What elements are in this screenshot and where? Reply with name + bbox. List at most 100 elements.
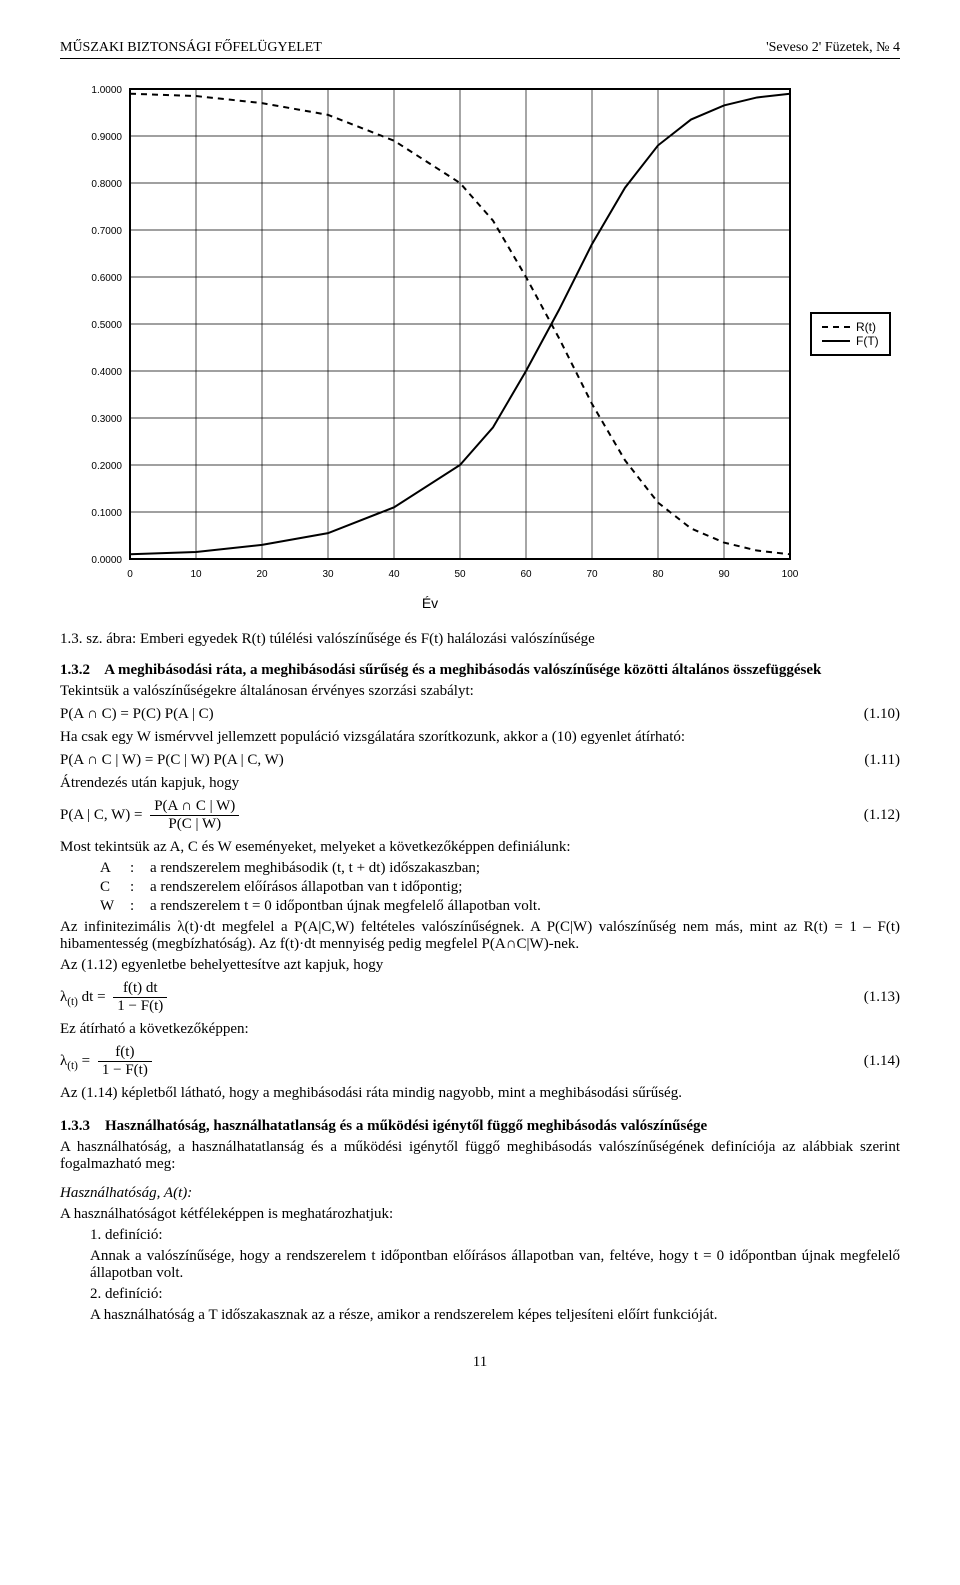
equation-113: λ(t) dt = f(t) dt 1 − F(t) (1.13) xyxy=(60,980,900,1015)
svg-text:0.5000: 0.5000 xyxy=(91,320,122,331)
section-132-num: 1.3.2 xyxy=(60,662,90,678)
legend-swatch-solid xyxy=(822,340,850,342)
p-132-6: Az (1.12) egyenletbe behelyettesítve azt… xyxy=(60,957,900,974)
svg-text:70: 70 xyxy=(586,569,598,580)
def-C-sym: C xyxy=(100,879,130,896)
eq-112-den: P(C | W) xyxy=(150,816,239,833)
def1-text: Annak a valószínűsége, hogy a rendszerel… xyxy=(90,1248,900,1282)
def2-label: 2. definíció: xyxy=(90,1286,900,1303)
def2-text: A használhatóság a T időszakasznak az a … xyxy=(90,1307,900,1324)
svg-text:0.0000: 0.0000 xyxy=(91,555,122,566)
def-A-colon: : xyxy=(130,860,150,877)
legend-swatch-dashed xyxy=(822,326,850,328)
svg-text:100: 100 xyxy=(782,569,799,580)
svg-text:0.2000: 0.2000 xyxy=(91,461,122,472)
eq-114-sub: (t) xyxy=(67,1060,78,1072)
section-132-title: A meghibásodási ráta, a meghibásodási sű… xyxy=(104,662,821,678)
caption-prefix: 1.3. sz. ábra: xyxy=(60,631,140,647)
svg-text:0.3000: 0.3000 xyxy=(91,414,122,425)
eq-114-mid: = xyxy=(78,1053,90,1069)
eq-114-number: (1.14) xyxy=(864,1053,900,1070)
eq-112-num: P(A ∩ C | W) xyxy=(150,798,239,816)
chart-legend: R(t) F(T) xyxy=(810,312,891,356)
p-132-4: Most tekintsük az A, C és W eseményeket,… xyxy=(60,839,900,856)
figure-caption: 1.3. sz. ábra: Emberi egyedek R(t) túlél… xyxy=(60,631,900,648)
eq-112-frac: P(A ∩ C | W) P(C | W) xyxy=(150,798,239,833)
p-132-7: Ez átírható a következőképpen: xyxy=(60,1021,900,1038)
svg-text:0.8000: 0.8000 xyxy=(91,179,122,190)
eq-113-body: λ(t) dt = f(t) dt 1 − F(t) xyxy=(60,980,171,1015)
section-132-heading: 1.3.2 A meghibásodási ráta, a meghibásod… xyxy=(60,662,900,679)
eq-110-text: P(A ∩ C) = P(C) P(A | C) xyxy=(60,706,214,723)
p-132-3: Átrendezés után kapjuk, hogy xyxy=(60,775,900,792)
def-W-text: a rendszerelem t = 0 időpontban újnak me… xyxy=(150,898,541,915)
svg-text:0.7000: 0.7000 xyxy=(91,226,122,237)
svg-text:0: 0 xyxy=(127,569,133,580)
availability-heading: Használhatóság, A(t): xyxy=(60,1185,900,1202)
equation-110: P(A ∩ C) = P(C) P(A | C) (1.10) xyxy=(60,706,900,723)
svg-text:0.6000: 0.6000 xyxy=(91,273,122,284)
eq-113-sub: (t) xyxy=(67,996,78,1008)
def-W-sym: W xyxy=(100,898,130,915)
svg-text:20: 20 xyxy=(256,569,268,580)
svg-text:0.1000: 0.1000 xyxy=(91,508,122,519)
svg-text:30: 30 xyxy=(322,569,334,580)
eq-110-num: (1.10) xyxy=(864,706,900,723)
eq-114-frac: f(t) 1 − F(t) xyxy=(98,1044,152,1079)
equation-111: P(A ∩ C | W) = P(C | W) P(A | C, W) (1.1… xyxy=(60,752,900,769)
event-definitions: A : a rendszerelem meghibásodik (t, t + … xyxy=(100,860,900,915)
svg-text:90: 90 xyxy=(718,569,730,580)
header-right: 'Seveso 2' Füzetek, № 4 xyxy=(766,40,900,56)
def1-label: 1. definíció: xyxy=(90,1227,900,1244)
legend-label-r: R(t) xyxy=(856,320,876,334)
svg-text:80: 80 xyxy=(652,569,664,580)
def-W-colon: : xyxy=(130,898,150,915)
svg-text:60: 60 xyxy=(520,569,532,580)
eq-113-denfrac: 1 − F(t) xyxy=(113,998,167,1015)
eq-113-frac: f(t) dt 1 − F(t) xyxy=(113,980,167,1015)
eq-114-body: λ(t) = f(t) 1 − F(t) xyxy=(60,1044,156,1079)
eq-112-lhs: P(A | C, W) = xyxy=(60,807,142,823)
caption-text: Emberi egyedek R(t) túlélési valószínűsé… xyxy=(140,631,595,647)
header-left: MŰSZAKI BIZTONSÁGI FŐFELÜGYELET xyxy=(60,40,322,56)
p-133-1: A használhatóság, a használhatatlanság é… xyxy=(60,1139,900,1173)
def-A-text: a rendszerelem meghibásodik (t, t + dt) … xyxy=(150,860,480,877)
legend-item-r: R(t) xyxy=(822,320,879,334)
p-132-5: Az infinitezimális λ(t)·dt megfelel a P(… xyxy=(60,919,900,953)
survival-chart-container: 0.0000 0.1000 0.2000 0.3000 0.4000 0.5000 0.60… xyxy=(60,79,900,589)
page-number: 11 xyxy=(60,1354,900,1371)
p-132-1: Tekintsük a valószínűségekre általánosan… xyxy=(60,683,900,700)
eq-114-denfrac: 1 − F(t) xyxy=(98,1062,152,1079)
equation-112: P(A | C, W) = P(A ∩ C | W) P(C | W) (1.1… xyxy=(60,798,900,833)
page-header: MŰSZAKI BIZTONSÁGI FŐFELÜGYELET 'Seveso … xyxy=(60,40,900,59)
section-133-heading: 1.3.3 Használhatóság, használhatatlanság… xyxy=(60,1118,900,1135)
p-133-2: A használhatóságot kétféleképpen is megh… xyxy=(60,1206,900,1223)
def-C: C : a rendszerelem előírásos állapotban … xyxy=(100,879,900,896)
def-A: A : a rendszerelem meghibásodik (t, t + … xyxy=(100,860,900,877)
svg-text:0.9000: 0.9000 xyxy=(91,132,122,143)
svg-text:1.0000: 1.0000 xyxy=(91,85,122,96)
svg-text:0.4000: 0.4000 xyxy=(91,367,122,378)
def-C-colon: : xyxy=(130,879,150,896)
def-W: W : a rendszerelem t = 0 időpontban újna… xyxy=(100,898,900,915)
section-133-title: Használhatóság, használhatatlanság és a … xyxy=(105,1118,707,1134)
p-132-8: Az (1.14) képletből látható, hogy a megh… xyxy=(60,1085,900,1102)
eq-112-number: (1.12) xyxy=(864,807,900,824)
svg-text:10: 10 xyxy=(190,569,202,580)
eq-111-num: (1.11) xyxy=(864,752,900,769)
p-132-2: Ha csak egy W ismérvvel jellemzett popul… xyxy=(60,729,900,746)
def-A-sym: A xyxy=(100,860,130,877)
equation-114: λ(t) = f(t) 1 − F(t) (1.14) xyxy=(60,1044,900,1079)
svg-text:40: 40 xyxy=(388,569,400,580)
def-C-text: a rendszerelem előírásos állapotban van … xyxy=(150,879,462,896)
eq-111-text: P(A ∩ C | W) = P(C | W) P(A | C, W) xyxy=(60,752,284,769)
eq-114-numfrac: f(t) xyxy=(98,1044,152,1062)
eq-113-number: (1.13) xyxy=(864,989,900,1006)
eq-112-body: P(A | C, W) = P(A ∩ C | W) P(C | W) xyxy=(60,798,243,833)
section-133-num: 1.3.3 xyxy=(60,1118,90,1134)
survival-chart: 0.0000 0.1000 0.2000 0.3000 0.4000 0.5000 0.60… xyxy=(60,79,800,589)
eq-113-mid: dt = xyxy=(78,989,106,1005)
legend-label-f: F(T) xyxy=(856,334,879,348)
legend-item-f: F(T) xyxy=(822,334,879,348)
svg-text:50: 50 xyxy=(454,569,466,580)
